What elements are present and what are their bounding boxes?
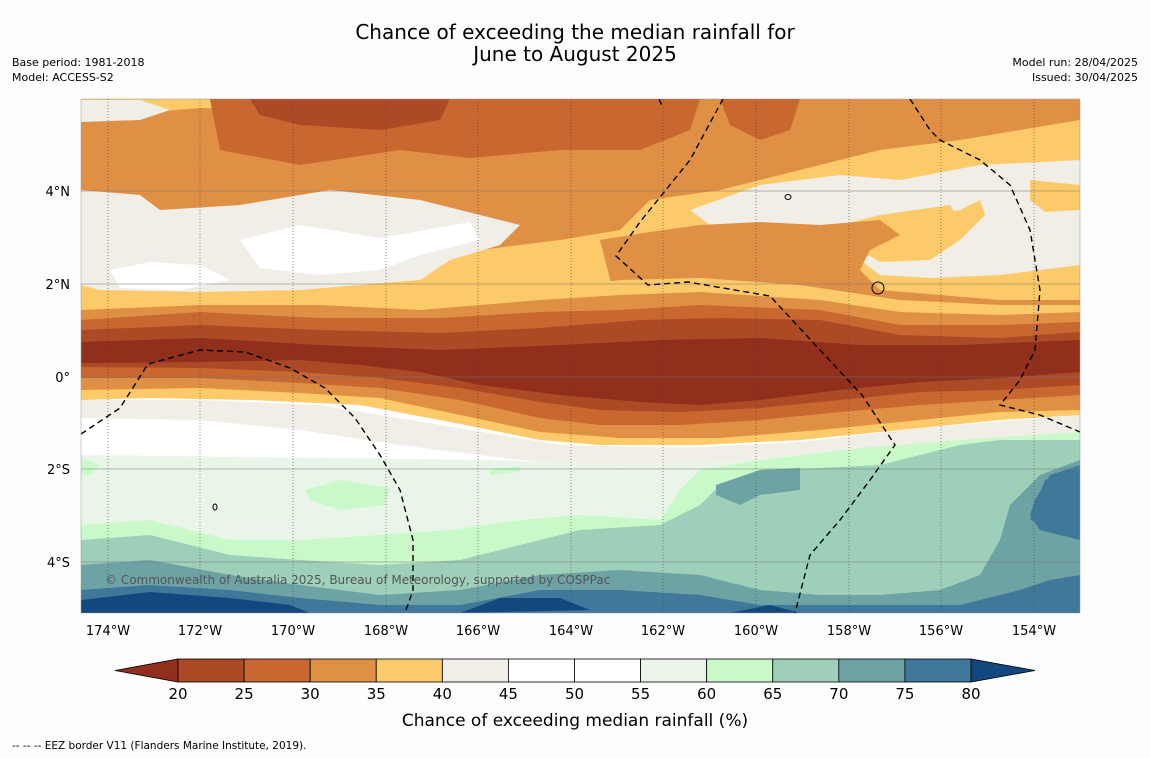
map-frame [80,98,1081,614]
eez-border-center [615,99,896,613]
colorbar-tick-label: 80 [961,685,980,703]
longitude-label: 170°W [271,624,315,639]
patch-teal-center [716,468,800,505]
colorbar-tick-label: 55 [631,685,650,703]
island-outline [784,194,792,200]
colorbar-segment [243,658,311,683]
band-south-85 [81,592,800,613]
band-north-25 [250,99,450,130]
patch-blue-east [1030,465,1080,540]
colorbar-tick-label: 50 [565,685,584,703]
colorbar-segment [441,658,509,683]
colorbar-tick-label: 45 [499,685,518,703]
band-eq-20 [81,338,1080,405]
longitude-label: 158°W [827,624,871,639]
longitude-label: 162°W [641,624,685,639]
colorbar-tick-label: 40 [433,685,452,703]
longitude-label: 172°W [178,624,222,639]
band-south-45 [81,400,1080,468]
longitude-label: 164°W [549,624,593,639]
model-run: Model run: 28/04/2025 [1012,56,1138,69]
map-plot-area [81,99,1080,613]
base-period: Base period: 1981-2018 [12,56,145,69]
longitude-label: 166°W [456,624,500,639]
longitude-labels: 174°W 172°W 170°W 168°W 166°W 164°W 162°W 160°W… [86,624,1056,639]
patch-yellow-east [860,180,1080,262]
colorbar-segment [309,658,377,683]
colorbar-tick-label: 20 [168,685,187,703]
latitude-label: 2°S [47,463,70,478]
eez-border-east [909,99,1080,433]
colorbar-segment [640,658,708,683]
colorbar-title: Chance of exceeding median rainfall (%) [402,711,748,731]
meta-left: Base period: 1981-2018 Model: ACCESS-S2 [12,55,144,85]
colorbar-segment [772,658,840,683]
colorbar-tick-label: 25 [235,685,254,703]
longitude-label: 160°W [734,624,778,639]
latitude-labels: 4°N 2°N 0° 2°S 4°S [46,185,71,571]
island-outline [871,281,885,295]
colorbar-tick-label: 60 [697,685,716,703]
colorbar-extend-low [114,658,179,683]
latitude-label: 4°S [47,556,70,571]
model-name: Model: ACCESS-S2 [12,71,114,84]
eez-footnote: -- -- -- EEZ border V11 (Flanders Marine… [12,740,307,752]
colorbar-tick-label: 35 [367,685,386,703]
colorbar-segment [574,658,641,683]
longitude-label: 168°W [364,624,408,639]
band-south-70 [81,440,1080,613]
patch-tan-northeast [690,160,1080,278]
gridlines [81,99,1080,613]
colorbar-tick-label: 30 [301,685,320,703]
map-title-line2: June to August 2025 [473,42,677,66]
patch-white-northeast [110,222,480,290]
colorbar-tick-label: 75 [895,685,914,703]
eez-border-west [81,349,414,613]
longitude-label: 154°W [1012,624,1056,639]
longitude-label: 174°W [86,624,130,639]
meta-right: Model run: 28/04/2025 Issued: 30/04/2025 [1012,55,1138,85]
colorbar: 20 25 30 35 40 45 50 55 60 65 70 75 80 [114,658,1036,703]
map-title-line1: Chance of exceeding the median rainfall … [355,20,795,44]
latitude-label: 4°N [46,185,71,200]
colorbar-segment [838,658,906,683]
island-outline [212,503,218,511]
colorbar-segment [375,658,443,683]
eez-border-north [658,99,663,107]
colorbar-segment [706,658,774,683]
band-north-30b [720,99,800,140]
copyright-text: © Commonwealth of Australia 2025, Bureau… [105,573,610,587]
latitude-label: 2°N [46,278,71,293]
issued-date: Issued: 30/04/2025 [1031,71,1138,84]
colorbar-tick-label: 70 [829,685,848,703]
colorbar-extend-high [970,658,1036,683]
colorbar-segment [508,658,575,683]
colorbar-segment [904,658,972,683]
latitude-label: 0° [55,371,70,386]
longitude-label: 156°W [919,624,963,639]
colorbar-segment [177,658,245,683]
colorbar-tick-label: 65 [763,685,782,703]
